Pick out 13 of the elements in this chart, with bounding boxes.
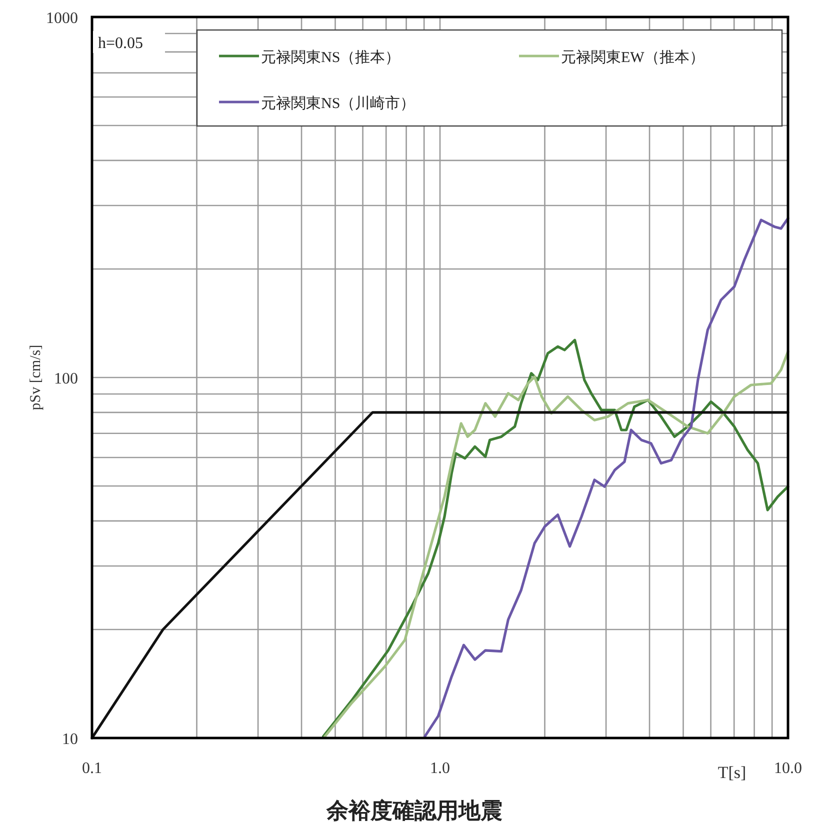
x-tick-label: 10.0 xyxy=(774,760,802,777)
text: 余裕度確認用地震 xyxy=(326,798,502,824)
legend-label: 元禄関東EW（推本） xyxy=(561,49,704,66)
annotation: h=0.05 xyxy=(98,35,144,52)
x-tick-label: 1.0 xyxy=(430,760,450,777)
y-tick-label: 10 xyxy=(62,731,78,748)
x-axis-title: T[s] xyxy=(718,763,746,782)
y-axis-title: pSv [cm/s] xyxy=(28,344,44,410)
y-tick-label: 100 xyxy=(54,370,78,388)
x-tick-label: 0.1 xyxy=(82,760,102,777)
legend-label: 元禄関東NS（川崎市） xyxy=(261,95,416,112)
y-tick-label: 1000 xyxy=(46,10,78,27)
legend-label: 元禄関東NS（推本） xyxy=(261,49,400,66)
